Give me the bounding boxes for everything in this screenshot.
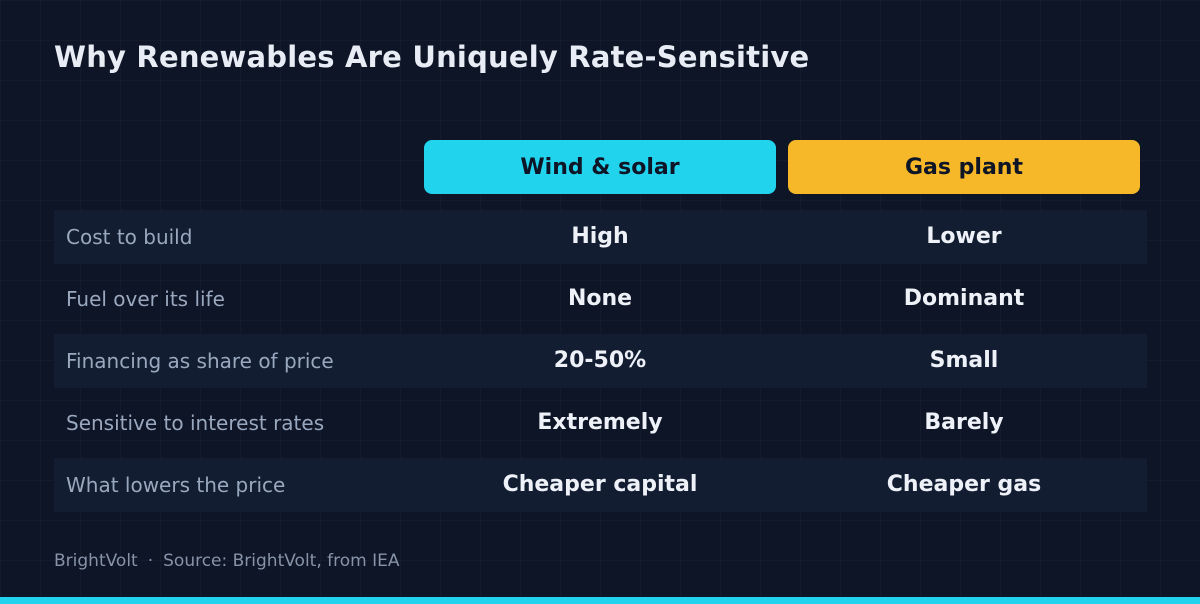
footer-brand: BrightVolt (54, 551, 138, 571)
column-header-wind-solar: Wind & solar (424, 140, 776, 194)
table-row-fuel-over-life: Fuel over its life None Dominant (54, 272, 1147, 326)
cell-gas-plant: Barely (924, 410, 1004, 435)
cell-wind-solar: Cheaper capital (502, 472, 698, 497)
row-label: What lowers the price (66, 473, 286, 497)
accent-bar (0, 597, 1200, 604)
cell-wind-solar: 20-50% (553, 348, 647, 373)
footer-separator: · (147, 551, 154, 571)
row-label: Financing as share of price (66, 349, 334, 373)
row-label: Fuel over its life (66, 287, 225, 311)
table-row-rate-sensitivity: Sensitive to interest rates Extremely Ba… (54, 396, 1147, 450)
cell-gas-plant: Lower (926, 224, 1002, 249)
table-row-cost-to-build: Cost to build High Lower (54, 210, 1147, 264)
cell-gas-plant: Cheaper gas (886, 472, 1042, 497)
cell-wind-solar: None (567, 286, 633, 311)
chart-title: Why Renewables Are Uniquely Rate-Sensiti… (54, 40, 810, 74)
table-row-financing-share: Financing as share of price 20-50% Small (54, 334, 1147, 388)
table-row-what-lowers-price: What lowers the price Cheaper capital Ch… (54, 458, 1147, 512)
footer-credit: BrightVolt · Source: BrightVolt, from IEA (54, 551, 400, 571)
footer-source: Source: BrightVolt, from IEA (163, 551, 400, 571)
cell-wind-solar: High (571, 224, 629, 249)
row-label: Sensitive to interest rates (66, 411, 325, 435)
cell-gas-plant: Small (929, 348, 999, 373)
cell-gas-plant: Dominant (903, 286, 1025, 311)
cell-wind-solar: Extremely (537, 410, 663, 435)
column-header-gas-plant: Gas plant (788, 140, 1140, 194)
row-label: Cost to build (66, 225, 193, 249)
